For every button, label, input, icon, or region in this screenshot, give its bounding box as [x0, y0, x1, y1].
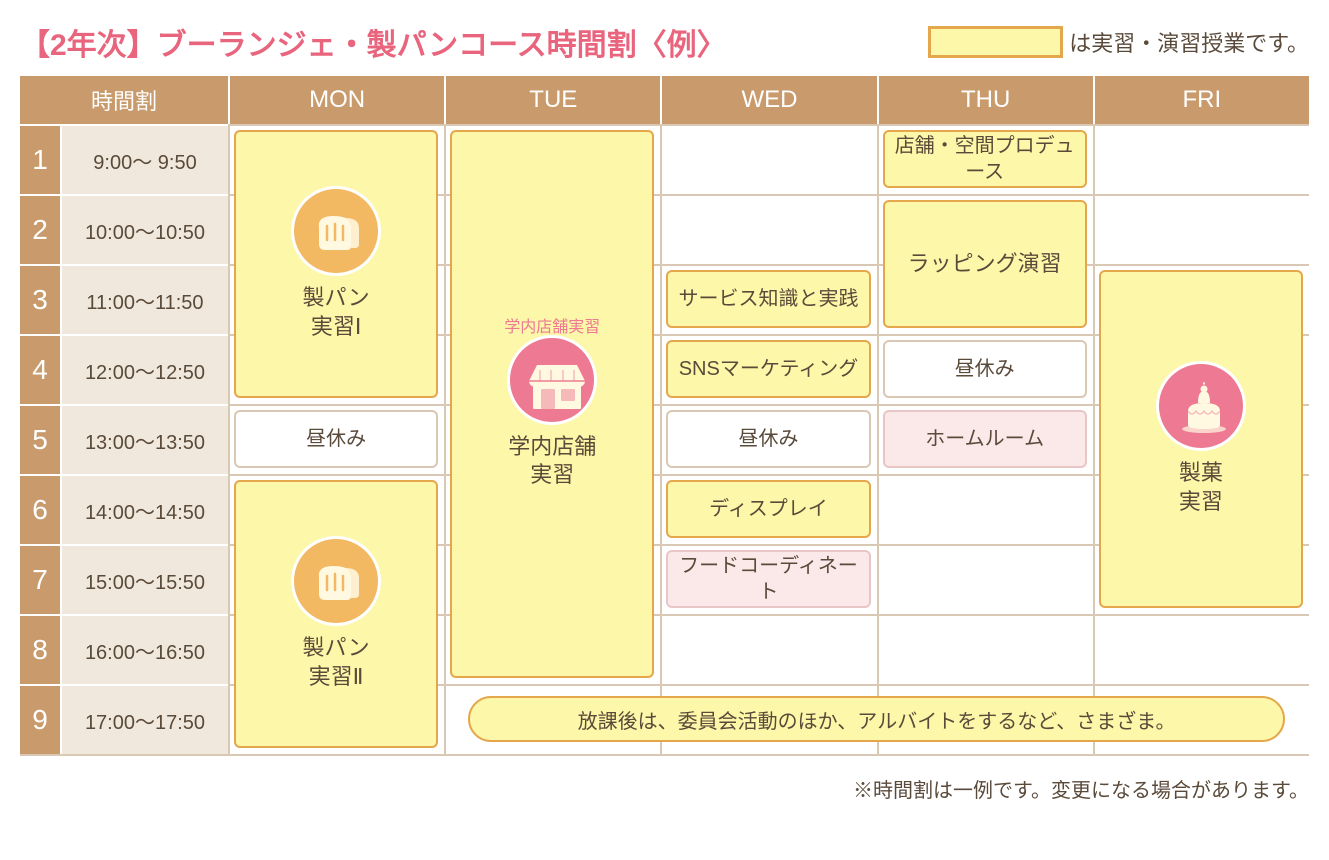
header-day: MON — [228, 76, 444, 124]
class-card: ラッピング演習 — [883, 200, 1087, 328]
bread-icon — [291, 186, 381, 276]
shop-icon — [507, 335, 597, 425]
grid-cell — [877, 474, 1093, 544]
class-card: 店舗・空間プロデュース — [883, 130, 1087, 188]
class-card: ディスプレイ — [666, 480, 870, 538]
bread-icon — [291, 536, 381, 626]
class-card: 製パン実習Ⅱ — [234, 480, 438, 748]
card-label: 昼休み — [306, 426, 366, 452]
timetable-container: 【2年次】ブーランジェ・製パンコース時間割〈例〉 は実習・演習授業です。 時間割… — [20, 20, 1309, 803]
class-card: 製パン実習Ⅰ — [234, 130, 438, 398]
grid-cell — [877, 544, 1093, 614]
card-label: 店舗・空間プロデュース — [889, 133, 1081, 185]
card-label: 実習Ⅱ — [309, 663, 364, 692]
card-label: 製パン — [303, 284, 370, 313]
grid-cell — [877, 614, 1093, 684]
period-number: 8 — [20, 614, 60, 684]
header-time: 時間割 — [20, 76, 228, 124]
cake-icon — [1156, 361, 1246, 451]
class-card: ホームルーム — [883, 410, 1087, 468]
period-number: 5 — [20, 404, 60, 474]
period-time: 13:00～13:50 — [60, 404, 228, 474]
period-time: 11:00～11:50 — [60, 264, 228, 334]
header-day: THU — [877, 76, 1093, 124]
header-day: FRI — [1093, 76, 1309, 124]
grid-cell — [660, 614, 876, 684]
card-label: 製パン — [303, 634, 370, 663]
period-number: 4 — [20, 334, 60, 404]
period-time: 15:00～15:50 — [60, 544, 228, 614]
class-card: 学内店舗実習 学内店舗実習 — [450, 130, 654, 678]
class-card: SNSマーケティング — [666, 340, 870, 398]
period-number: 7 — [20, 544, 60, 614]
card-label: 学内店舗 — [508, 433, 596, 462]
period-number: 3 — [20, 264, 60, 334]
card-label: 実習Ⅰ — [311, 313, 362, 342]
period-time: 12:00～12:50 — [60, 334, 228, 404]
class-card: 昼休み — [666, 410, 870, 468]
period-time: 16:00～16:50 — [60, 614, 228, 684]
card-label: サービス知識と実践 — [678, 286, 858, 312]
class-card: 昼休み — [883, 340, 1087, 398]
period-time: 14:00～14:50 — [60, 474, 228, 544]
legend-swatch — [928, 26, 1063, 58]
grid-cell — [1093, 614, 1309, 684]
class-card: 昼休み — [234, 410, 438, 468]
card-label: フードコーディネート — [672, 553, 864, 605]
disclaimer: ※時間割は一例です。変更になる場合があります。 — [20, 774, 1309, 803]
card-label: ラッピング演習 — [908, 250, 1062, 279]
legend-text: は実習・演習授業です。 — [1069, 26, 1309, 58]
period-number: 1 — [20, 124, 60, 194]
class-card: サービス知識と実践 — [666, 270, 870, 328]
class-card: 製菓実習 — [1099, 270, 1303, 608]
timetable-grid: 時間割MONTUEWEDTHUFRI 19:00～ 9:50210:00～10:5… — [20, 76, 1309, 756]
period-time: 10:00～10:50 — [60, 194, 228, 264]
card-label: ディスプレイ — [709, 496, 828, 522]
grid-cell — [1093, 194, 1309, 264]
class-card: フードコーディネート — [666, 550, 870, 608]
card-label: 製菓 — [1179, 459, 1223, 488]
legend: は実習・演習授業です。 — [928, 26, 1309, 58]
after-school-note: 放課後は、委員会活動のほか、アルバイトをするなど、さまざま。 — [468, 696, 1285, 742]
header-day: WED — [660, 76, 876, 124]
grid-cell — [1093, 124, 1309, 194]
card-label: 昼休み — [738, 426, 798, 452]
card-label: ホームルーム — [925, 426, 1044, 452]
page-title: 【2年次】ブーランジェ・製パンコース時間割〈例〉 — [20, 20, 727, 64]
period-number: 9 — [20, 684, 60, 754]
header-row: 【2年次】ブーランジェ・製パンコース時間割〈例〉 は実習・演習授業です。 — [20, 20, 1309, 64]
grid-cell — [660, 124, 876, 194]
period-time: 9:00～ 9:50 — [60, 124, 228, 194]
header-day: TUE — [444, 76, 660, 124]
card-label: SNSマーケティング — [679, 356, 859, 382]
period-time: 17:00～17:50 — [60, 684, 228, 754]
grid-cell — [660, 194, 876, 264]
period-number: 2 — [20, 194, 60, 264]
card-label: 昼休み — [955, 356, 1015, 382]
card-label: 実習 — [1179, 488, 1223, 517]
period-number: 6 — [20, 474, 60, 544]
card-label: 実習 — [530, 461, 574, 490]
